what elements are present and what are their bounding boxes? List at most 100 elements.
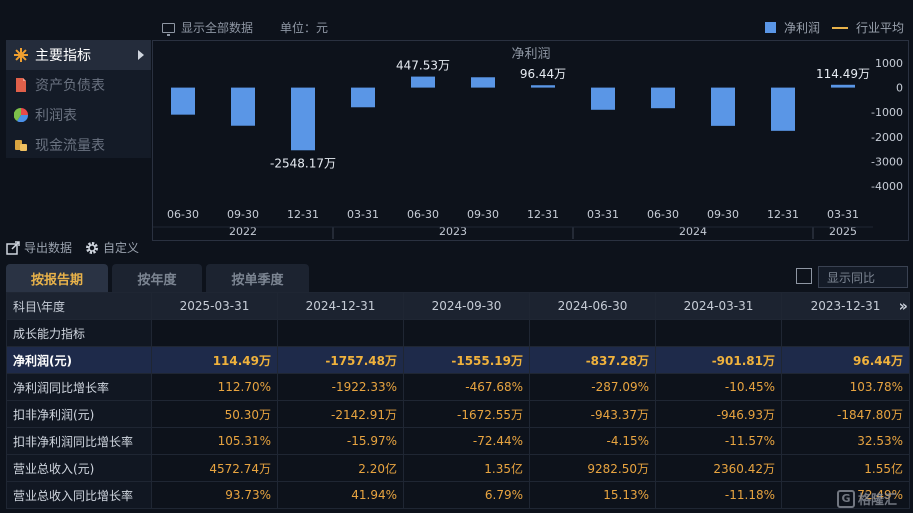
data-label: -2548.17万 bbox=[270, 156, 336, 170]
empty-cell bbox=[403, 319, 530, 347]
cell-value: 114.49万 bbox=[151, 346, 278, 374]
cell-value: 50.30万 bbox=[151, 400, 278, 428]
sidebar-item-income-statement[interactable]: 利润表 bbox=[6, 100, 151, 130]
cell-value: 9282.50万 bbox=[529, 454, 656, 482]
cell-value: -1922.33% bbox=[277, 373, 404, 401]
column-header[interactable]: 2024-09-30 bbox=[403, 292, 530, 320]
bar bbox=[771, 87, 795, 131]
double-chevron-right-icon[interactable]: ›› bbox=[898, 297, 909, 315]
bar bbox=[231, 87, 255, 126]
tab-by-report-period[interactable]: 按报告期 bbox=[6, 264, 108, 292]
column-header[interactable]: 2024-03-31 bbox=[655, 292, 782, 320]
header-label-cell: 科目\年度 bbox=[6, 292, 152, 320]
legend-net-profit[interactable]: 净利润 bbox=[783, 21, 820, 35]
table-row[interactable]: 扣非净利润同比增长率 105.31% -15.97% -72.44% -4.15… bbox=[6, 427, 910, 455]
cell-value: -946.93万 bbox=[655, 400, 782, 428]
column-header[interactable]: 2024-06-30 bbox=[529, 292, 656, 320]
sidebar-item-label: 现金流量表 bbox=[35, 138, 105, 154]
cell-value: -901.81万 bbox=[655, 346, 782, 374]
bar bbox=[711, 87, 735, 126]
tab-by-quarter[interactable]: 按单季度 bbox=[206, 264, 309, 292]
row-label: 净利润同比增长率 bbox=[6, 373, 152, 401]
customize-button[interactable]: 自定义 bbox=[85, 239, 139, 256]
cell-value: 15.13% bbox=[529, 481, 656, 509]
show-all-data-toggle[interactable]: 显示全部数据 bbox=[162, 19, 253, 36]
cell-value: -1847.80万 bbox=[781, 400, 910, 428]
coins-icon bbox=[15, 140, 27, 151]
row-label: 营业总收入同比增长率 bbox=[6, 481, 152, 509]
year-label: 2025 bbox=[829, 225, 857, 238]
chevron-right-icon bbox=[138, 50, 144, 60]
cell-value: 1.35亿 bbox=[403, 454, 530, 482]
sidebar-item-label: 利润表 bbox=[35, 108, 77, 124]
y-tick-label: -3000 bbox=[871, 155, 903, 168]
section-title: 成长能力指标 bbox=[6, 319, 152, 347]
year-label: 2022 bbox=[229, 225, 257, 238]
cell-value: -11.57% bbox=[655, 427, 782, 455]
tab-by-year[interactable]: 按年度 bbox=[112, 264, 202, 292]
net-profit-chart: 1000 0 -1000 -2000 -3000 -4000 净利润 06-30 09-30 12… bbox=[152, 40, 909, 241]
chart-svg: 1000 0 -1000 -2000 -3000 -4000 净利润 06-30 09-30 12… bbox=[153, 47, 903, 239]
cell-value: -1555.19万 bbox=[403, 346, 530, 374]
x-tick-label: 03-31 bbox=[827, 208, 859, 221]
x-tick-label: 12-31 bbox=[527, 208, 559, 221]
cell-value: -15.97% bbox=[277, 427, 404, 455]
yoy-checkbox[interactable] bbox=[796, 268, 812, 284]
cell-value: -1672.55万 bbox=[403, 400, 530, 428]
cell-value: 112.70% bbox=[151, 373, 278, 401]
cell-value: 32.53% bbox=[781, 427, 910, 455]
bar bbox=[171, 87, 195, 115]
row-label: 净利润(元) bbox=[6, 346, 152, 374]
sidebar-item-label: 资产负债表 bbox=[35, 78, 105, 94]
year-label: 2024 bbox=[679, 225, 707, 238]
year-label: 2023 bbox=[439, 225, 467, 238]
cell-value: 41.94% bbox=[277, 481, 404, 509]
x-tick-label: 03-31 bbox=[347, 208, 379, 221]
star-icon bbox=[14, 48, 28, 62]
cell-value: -10.45% bbox=[655, 373, 782, 401]
gear-icon bbox=[86, 241, 98, 254]
cell-value: 93.73% bbox=[151, 481, 278, 509]
y-tick-label: -2000 bbox=[871, 131, 903, 144]
watermark: G 格隆汇 bbox=[837, 489, 897, 508]
export-data-button[interactable]: 导出数据 bbox=[6, 239, 72, 256]
cell-value: -11.18% bbox=[655, 481, 782, 509]
x-tick-label: 06-30 bbox=[167, 208, 199, 221]
table-row[interactable]: 营业总收入同比增长率 93.73% 41.94% 6.79% 15.13% -1… bbox=[6, 481, 910, 509]
section-row: 成长能力指标 bbox=[6, 319, 910, 347]
x-tick-label: 09-30 bbox=[467, 208, 499, 221]
sidebar-item-cash-flow[interactable]: 现金流量表 bbox=[6, 130, 151, 160]
column-header[interactable]: 2024-12-31 bbox=[277, 292, 404, 320]
cell-value: 6.79% bbox=[403, 481, 530, 509]
monitor-icon bbox=[162, 22, 175, 36]
cell-value: 103.78% bbox=[781, 373, 910, 401]
data-label: 447.53万 bbox=[396, 59, 450, 73]
data-label: 114.49万 bbox=[816, 67, 870, 81]
x-tick-label: 12-31 bbox=[767, 208, 799, 221]
show-yoy-button[interactable]: 显示同比 bbox=[818, 266, 908, 288]
legend-industry-avg[interactable]: 行业平均 bbox=[855, 21, 904, 35]
cell-value: -4.15% bbox=[529, 427, 656, 455]
table-row[interactable]: 净利润(元) 114.49万 -1757.48万 -1555.19万 -837.… bbox=[6, 346, 910, 374]
sidebar-item-label: 主要指标 bbox=[35, 48, 91, 64]
column-header[interactable]: 2023-12-31 bbox=[781, 292, 910, 320]
chart-title: 净利润 bbox=[511, 47, 550, 62]
empty-cell bbox=[151, 319, 278, 347]
watermark-text: 格隆汇 bbox=[858, 493, 898, 508]
sidebar-item-main-indicators[interactable]: 主要指标 bbox=[6, 40, 151, 70]
sidebar-item-balance-sheet[interactable]: 资产负债表 bbox=[6, 70, 151, 100]
cell-value: -467.68% bbox=[403, 373, 530, 401]
x-tick-label: 03-31 bbox=[587, 208, 619, 221]
cell-value: -943.37万 bbox=[529, 400, 656, 428]
cell-value: -2142.91万 bbox=[277, 400, 404, 428]
unit-label: 单位：元 bbox=[280, 21, 329, 35]
bar bbox=[831, 84, 855, 88]
table-row[interactable]: 营业总收入(元) 4572.74万 2.20亿 1.35亿 9282.50万 2… bbox=[6, 454, 910, 482]
column-header[interactable]: 2025-03-31 bbox=[151, 292, 278, 320]
table-row[interactable]: 净利润同比增长率 112.70% -1922.33% -467.68% -287… bbox=[6, 373, 910, 401]
logo-icon: G bbox=[837, 489, 855, 508]
cell-value: 96.44万 bbox=[781, 346, 910, 374]
table-row[interactable]: 扣非净利润(元) 50.30万 -2142.91万 -1672.55万 -943… bbox=[6, 400, 910, 428]
cell-value: 1.55亿 bbox=[781, 454, 910, 482]
chart-legend: 净利润 行业平均 bbox=[764, 19, 904, 36]
